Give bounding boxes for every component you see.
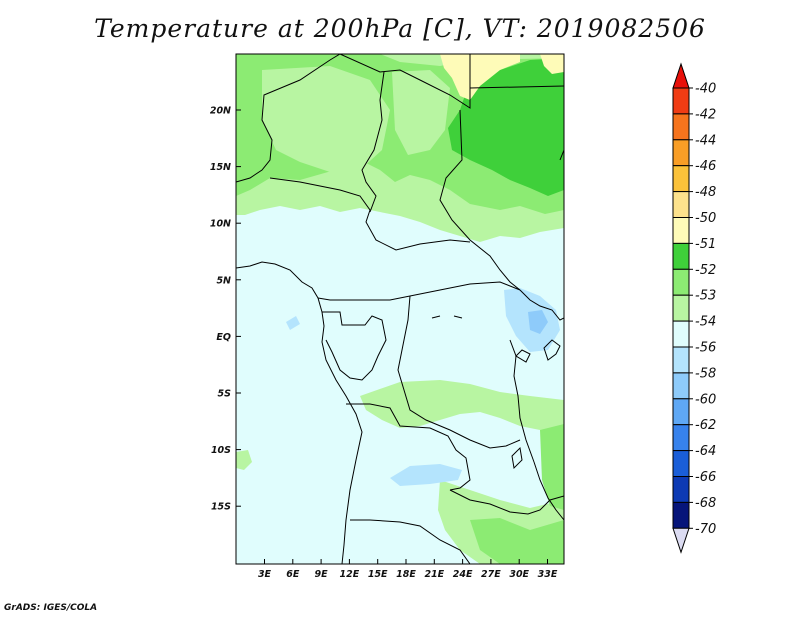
colorbar-swatch: [672, 165, 690, 193]
colorbar-swatch: [672, 268, 690, 296]
colorbar-label: -52: [695, 263, 716, 278]
colorbar-label: -68: [695, 496, 716, 511]
colorbar-label: -56: [695, 341, 716, 356]
colorbar-label: -51: [695, 237, 716, 252]
field-region-sahara-lightgreen: [262, 66, 390, 172]
field-region-east-lightgreen: [392, 70, 450, 155]
map-frame: [235, 53, 565, 565]
lat-tick-label: 20N: [210, 106, 231, 117]
borders: [236, 54, 564, 564]
colorbar-swatch: [672, 113, 690, 141]
colorbar-swatch: [672, 450, 690, 478]
colorbar-label: -40: [695, 82, 716, 97]
colorbar-label: -53: [695, 289, 716, 304]
field-region-angola-blue: [390, 464, 462, 486]
colorbar-label: -50: [695, 211, 716, 226]
lon-tick-label: 3E: [258, 569, 272, 580]
colorbar-swatch: [672, 139, 690, 167]
field-region-lake-darkblue: [528, 310, 548, 334]
colorbar-swatch: [672, 501, 690, 529]
colorbar-label: -62: [695, 418, 716, 433]
lat-tick-label: 5S: [218, 389, 232, 400]
lat-tick-label: 15N: [210, 162, 231, 173]
colorbar-label: -44: [695, 133, 716, 148]
colorbar-swatch: [672, 294, 690, 322]
colorbar-swatch: [672, 346, 690, 374]
colorbar-label: -42: [695, 107, 716, 122]
lat-tick-label: 5N: [216, 275, 231, 286]
colorbar-label: -48: [695, 185, 716, 200]
lon-tick-label: 15E: [368, 569, 388, 580]
colorbar-swatch: [672, 87, 690, 115]
field-region-gulf-blue: [286, 316, 300, 330]
colorbar-swatch: [672, 191, 690, 219]
field-region-west-darkgreen: [236, 135, 270, 172]
lat-tick-label: 10S: [211, 445, 231, 456]
colorbar-label: -70: [695, 522, 716, 537]
lon-tick-label: 21E: [424, 569, 444, 580]
colorbar-swatch: [672, 217, 690, 244]
colorbar-label: -64: [695, 444, 716, 459]
field-region-northeast-darkgreen: [448, 58, 564, 196]
colorbar-swatch: [672, 424, 690, 452]
longitude-axis: 3E 6E 9E 12E 15E 18E 21E 24E 27E 30E 33E: [258, 559, 558, 580]
colorbar-bottom-arrow: [672, 527, 690, 554]
colorbar-label: -46: [695, 159, 716, 174]
colorbar-top-arrow: [672, 62, 690, 89]
colorbar: -40 -42 -44 -46 -48 -50 -51 -52 -53 -54 -56 -58 -60 -…: [672, 62, 716, 554]
colorbar-label: -60: [695, 392, 716, 407]
colorbar-swatch: [672, 242, 690, 270]
field-region-top-yellow2: [540, 54, 564, 74]
colorbar-swatch: [672, 372, 690, 400]
colorbar-swatch: [672, 476, 690, 503]
lon-tick-label: 18E: [396, 569, 416, 580]
lon-tick-label: 30E: [509, 569, 529, 580]
map-title: Temperature at 200hPa [C], VT: 201908250…: [94, 14, 706, 43]
lat-tick-label: EQ: [216, 332, 231, 343]
field-region-southeast-green: [470, 518, 564, 564]
lon-tick-label: 12E: [340, 569, 360, 580]
lat-tick-label: 15S: [211, 502, 231, 513]
colorbar-label: -58: [695, 366, 716, 381]
colorbar-swatch: [672, 320, 690, 348]
field-region-east-green: [540, 424, 564, 510]
lon-tick-label: 24E: [453, 569, 473, 580]
field-region-west-small-green: [236, 450, 252, 470]
lon-tick-label: 27E: [481, 569, 501, 580]
latitude-axis: 20N 15N 10N 5N EQ 5S 10S 15S: [210, 106, 241, 513]
field-region-south-lightgreen: [360, 380, 564, 430]
lon-tick-label: 6E: [286, 569, 300, 580]
lon-tick-label: 33E: [538, 569, 558, 580]
temperature-field: [236, 54, 564, 564]
lon-tick-label: 9E: [315, 569, 329, 580]
colorbar-label: -66: [695, 470, 716, 485]
lat-tick-label: 10N: [210, 219, 231, 230]
colorbar-label: -54: [695, 315, 716, 330]
colorbar-swatch: [672, 398, 690, 426]
grads-credit: GrADS: IGES/COLA: [4, 603, 98, 613]
field-region-top-yellow: [440, 54, 520, 100]
